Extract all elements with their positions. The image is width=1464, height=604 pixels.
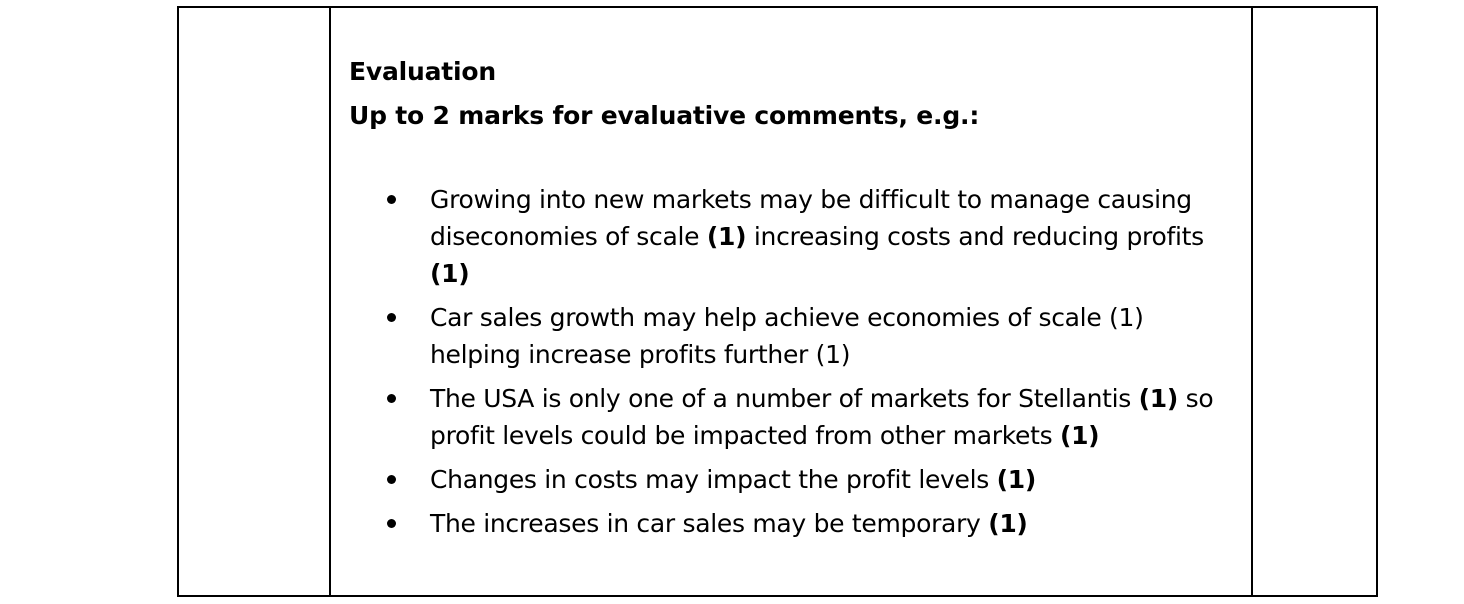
evaluation-bullet-item: Growing into new markets may be difficul… — [349, 181, 1239, 292]
bullet-text: Car sales growth may help achieve econom… — [430, 303, 1144, 369]
mark-allocation: (1) — [1138, 384, 1179, 413]
evaluation-subheading: Up to 2 marks for evaluative comments, e… — [349, 101, 980, 130]
evaluation-cell: Evaluation Up to 2 marks for evaluative … — [349, 50, 1239, 549]
bullet-text: The increases in car sales may be tempor… — [430, 509, 989, 538]
bullet-dot-icon — [387, 195, 396, 204]
evaluation-bullet-item: Changes in costs may impact the profit l… — [349, 461, 1239, 498]
mark-scheme-table — [177, 6, 1378, 597]
column-divider-right — [1251, 8, 1253, 595]
bullet-text: so profit levels could be impacted from … — [430, 384, 1214, 450]
evaluation-bullet-item: The USA is only one of a number of marke… — [349, 380, 1239, 454]
bullet-text: Changes in costs may impact the profit l… — [430, 465, 997, 494]
bullet-dot-icon — [387, 519, 396, 528]
mark-allocation: (1) — [988, 509, 1028, 538]
mark-allocation: (1) — [1059, 421, 1100, 450]
evaluation-bullet-item: Car sales growth may help achieve econom… — [349, 299, 1239, 373]
evaluation-bullet-list: Growing into new markets may be difficul… — [349, 181, 1239, 542]
mark-allocation: (1) — [706, 222, 747, 251]
evaluation-heading: Evaluation — [349, 57, 496, 86]
column-divider-left — [329, 8, 331, 595]
mark-allocation: (1) — [430, 259, 470, 288]
bullet-dot-icon — [387, 313, 396, 322]
mark-allocation: (1) — [996, 465, 1037, 494]
bullet-text: increasing costs and reducing profits — [746, 222, 1204, 251]
evaluation-bullet-item: The increases in car sales may be tempor… — [349, 505, 1239, 542]
bullet-text: Growing into new markets may be difficul… — [430, 185, 1192, 251]
bullet-text: The USA is only one of a number of marke… — [430, 384, 1139, 413]
bullet-dot-icon — [387, 475, 396, 484]
bullet-dot-icon — [387, 394, 396, 403]
